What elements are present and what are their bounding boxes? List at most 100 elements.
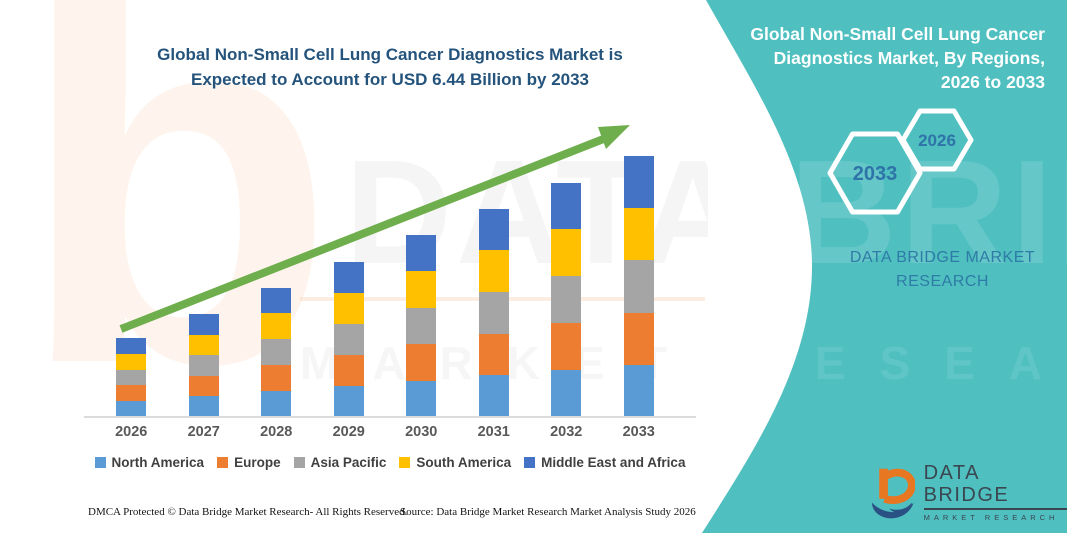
segment-north-america-2028 — [261, 391, 292, 417]
bar-2027 — [188, 314, 219, 417]
segment-middle-east-and-africa-2032 — [551, 182, 582, 230]
footer-dmca-text: DMCA Protected © Data Bridge Market Rese… — [88, 506, 408, 518]
segment-south-america-2031 — [478, 250, 509, 292]
trend-arrow — [119, 125, 630, 333]
legend-item-north-america: North America — [94, 455, 205, 470]
bar-cell-2029 — [313, 150, 386, 417]
chart-title: Global Non-Small Cell Lung Cancer Diagno… — [80, 42, 700, 92]
segment-middle-east-and-africa-2030 — [406, 235, 437, 272]
bar-cell-2027 — [168, 150, 241, 417]
legend-marker-middle-east-and-africa — [524, 457, 536, 468]
legend-marker-asia-pacific — [293, 457, 305, 468]
segment-asia-pacific-2027 — [188, 355, 219, 376]
segment-asia-pacific-2030 — [406, 307, 437, 345]
segment-asia-pacific-2029 — [333, 323, 364, 355]
x-tick-2029: 2029 — [332, 424, 365, 440]
x-axis-line — [84, 416, 696, 418]
legend-marker-south-america — [399, 457, 411, 468]
chart-title-line2: Expected to Account for USD 6.44 Billion… — [190, 70, 590, 89]
brand-name-line1: DATA BRIDGE MARKET — [849, 249, 1036, 266]
legend-marker-north-america — [94, 457, 106, 468]
bar-cell-2026 — [95, 150, 168, 417]
bar-2031 — [478, 208, 509, 417]
segment-south-america-2027 — [188, 334, 219, 356]
segment-europe-2027 — [188, 375, 219, 397]
legend-item-europe: Europe — [217, 455, 281, 470]
segment-south-america-2028 — [261, 313, 292, 340]
stacked-bar-chart — [95, 150, 675, 417]
x-tick-2027: 2027 — [187, 424, 220, 440]
x-tick-2026: 2026 — [115, 424, 148, 440]
logo-subtitle: MARKET RESEARCH — [923, 513, 1059, 522]
x-tick-2032: 2032 — [550, 424, 583, 440]
logo-text: DATA BRIDGE MARKET RESEARCH — [923, 462, 1067, 522]
logo-title: DATA BRIDGE — [923, 462, 1067, 510]
segment-north-america-2033 — [623, 364, 654, 417]
segment-europe-2033 — [623, 312, 654, 365]
segment-europe-2028 — [261, 365, 292, 392]
side-panel-title: Global Non-Small Cell Lung Cancer Diagno… — [715, 22, 1045, 94]
legend-label-south-america: South America — [416, 455, 512, 470]
legend-label-north-america: North America — [111, 455, 205, 470]
x-tick-2033: 2033 — [622, 424, 655, 440]
x-tick-2030: 2030 — [405, 424, 438, 440]
segment-middle-east-and-africa-2026 — [116, 338, 147, 354]
segment-north-america-2026 — [116, 401, 147, 417]
segment-asia-pacific-2031 — [478, 291, 509, 334]
legend-label-middle-east-and-africa: Middle East and Africa — [541, 455, 686, 470]
legend-marker-europe — [217, 457, 229, 468]
segment-middle-east-and-africa-2028 — [261, 287, 292, 314]
bar-cell-2033 — [603, 150, 676, 417]
bar-2029 — [333, 261, 364, 417]
segment-north-america-2027 — [188, 396, 219, 417]
segment-europe-2031 — [478, 333, 509, 376]
segment-south-america-2029 — [333, 292, 364, 324]
bar-2033 — [623, 156, 654, 417]
segment-europe-2029 — [333, 354, 364, 386]
segment-europe-2032 — [551, 323, 582, 371]
legend-item-asia-pacific: Asia Pacific — [293, 455, 387, 470]
chart-legend: North America Europe Asia Pacific South Ame… — [80, 455, 700, 470]
hexagon-2033 — [827, 131, 923, 215]
segment-asia-pacific-2032 — [551, 276, 582, 324]
hexagon-2033-label: 2033 — [853, 163, 898, 185]
segment-europe-2026 — [116, 385, 147, 402]
company-logo: DATA BRIDGE MARKET RESEARCH — [870, 462, 1067, 522]
hexagon-2026-label: 2026 — [918, 131, 956, 150]
segment-north-america-2032 — [551, 370, 582, 417]
legend-item-middle-east-and-africa: Middle East and Africa — [524, 455, 685, 470]
segment-south-america-2032 — [551, 229, 582, 277]
segment-middle-east-and-africa-2033 — [623, 156, 654, 209]
bar-2026 — [116, 338, 147, 417]
segment-north-america-2029 — [333, 385, 364, 417]
chart-title-line1: Global Non-Small Cell Lung Cancer Diagno… — [157, 45, 623, 64]
bar-cell-2028 — [240, 150, 313, 417]
bar-2028 — [261, 287, 292, 417]
segment-south-america-2033 — [623, 208, 654, 261]
legend-label-asia-pacific: Asia Pacific — [310, 455, 387, 470]
segment-asia-pacific-2033 — [623, 260, 654, 313]
segment-north-america-2031 — [478, 375, 509, 417]
x-axis-labels: 2026 2027 2028 2029 2030 2031 2032 2033 — [95, 424, 675, 440]
teal-shape — [702, 0, 1067, 533]
footer-source-text: Source: Data Bridge Market Research Mark… — [400, 506, 696, 518]
legend-label-europe: Europe — [234, 455, 281, 470]
segment-europe-2030 — [406, 344, 437, 381]
segment-south-america-2026 — [116, 353, 147, 370]
brand-name-line2: RESEARCH — [896, 273, 989, 290]
side-panel-title-line3: 2026 to 2033 — [940, 72, 1045, 92]
brand-name-text: DATA BRIDGE MARKET RESEARCH — [820, 246, 1065, 294]
bar-cell-2030 — [385, 150, 458, 417]
legend-item-south-america: South America — [399, 455, 511, 470]
segment-south-america-2030 — [406, 271, 437, 308]
side-panel-title-line2: Diagnostics Market, By Regions, — [773, 48, 1045, 68]
x-tick-2031: 2031 — [477, 424, 510, 440]
bar-cell-2032 — [530, 150, 603, 417]
bar-2032 — [551, 182, 582, 417]
x-tick-2028: 2028 — [260, 424, 293, 440]
segment-middle-east-and-africa-2027 — [188, 314, 219, 335]
segment-asia-pacific-2028 — [261, 339, 292, 366]
side-panel-title-line1: Global Non-Small Cell Lung Cancer — [750, 24, 1045, 44]
